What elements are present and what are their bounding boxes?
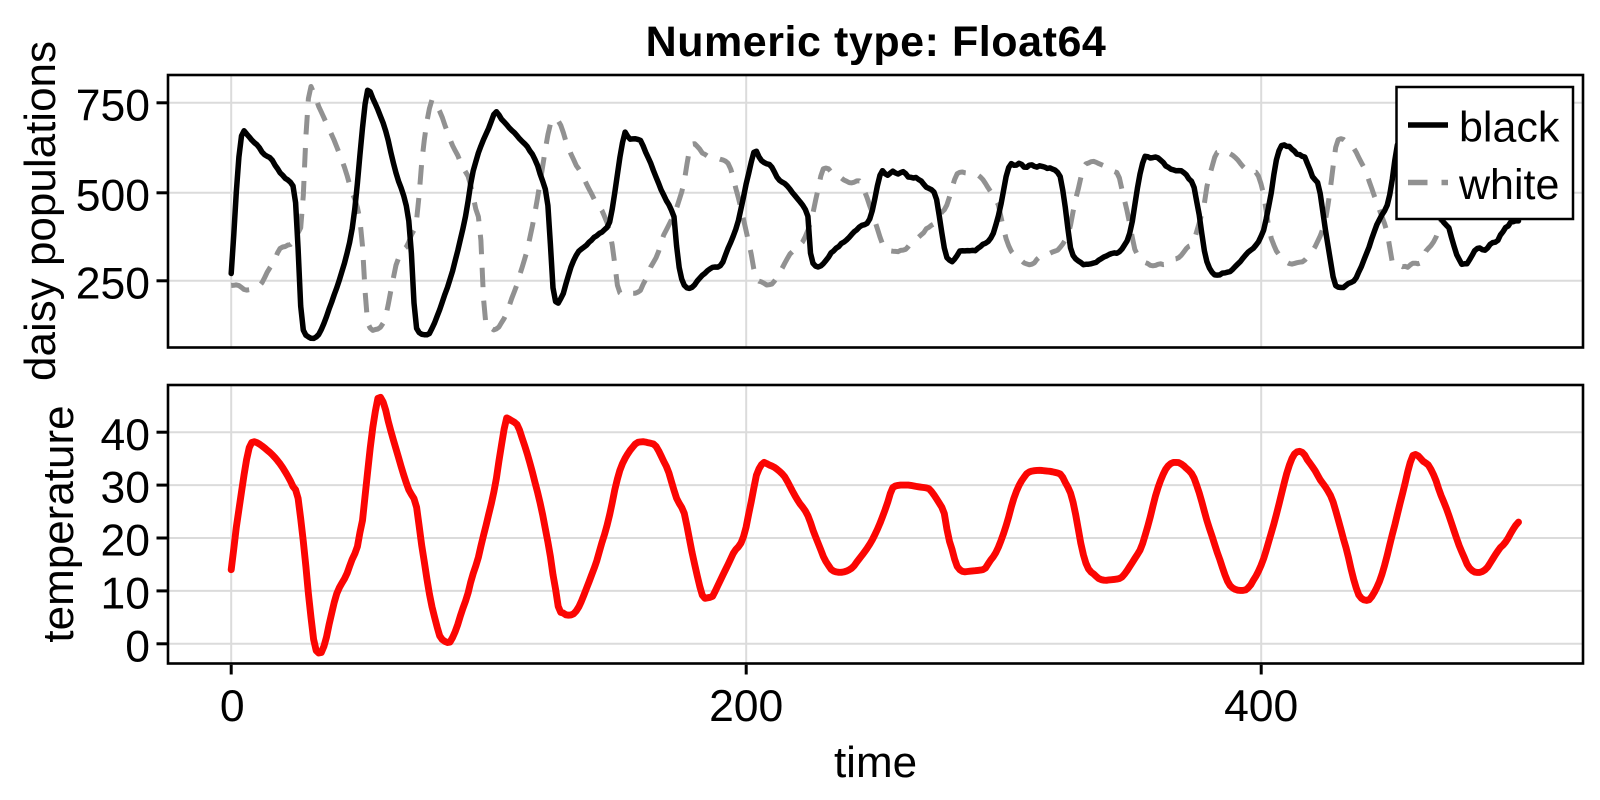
svg-text:daisy populations: daisy populations xyxy=(16,41,65,381)
svg-text:0: 0 xyxy=(220,682,245,731)
svg-text:30: 30 xyxy=(101,464,151,513)
svg-text:400: 400 xyxy=(1224,682,1298,731)
svg-text:Numeric type: Float64: Numeric type: Float64 xyxy=(646,18,1107,66)
svg-text:200: 200 xyxy=(709,682,783,731)
svg-text:750: 750 xyxy=(76,81,150,130)
svg-text:white: white xyxy=(1458,161,1559,209)
svg-text:temperature: temperature xyxy=(34,405,83,642)
svg-text:40: 40 xyxy=(101,411,151,460)
svg-text:0: 0 xyxy=(125,622,150,671)
svg-text:20: 20 xyxy=(101,517,151,566)
svg-text:500: 500 xyxy=(76,171,150,220)
svg-text:time: time xyxy=(834,738,917,787)
svg-text:10: 10 xyxy=(101,570,151,619)
svg-text:250: 250 xyxy=(76,259,150,308)
svg-text:black: black xyxy=(1459,104,1560,152)
